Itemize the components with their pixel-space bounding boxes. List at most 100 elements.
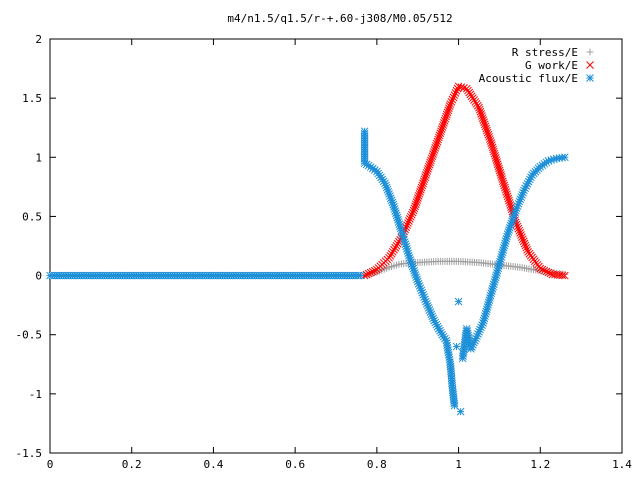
- data-point-fill: [491, 154, 500, 162]
- data-point: [434, 135, 442, 144]
- data-point-fill: [442, 110, 451, 119]
- y-tick-label: -1.5: [16, 447, 43, 460]
- data-point-fill: [416, 185, 425, 194]
- data-point-fill: [440, 116, 449, 125]
- data-point-fill: [483, 128, 492, 137]
- legend-marker: [586, 61, 594, 69]
- series-2: [46, 127, 569, 416]
- data-point: [475, 103, 483, 112]
- data-point-fill: [492, 156, 501, 164]
- data-point-fill: [483, 126, 491, 135]
- data-point-fill: [420, 175, 429, 184]
- data-point-fill: [498, 175, 507, 183]
- data-point-fill: [404, 219, 412, 227]
- data-point-fill: [497, 170, 505, 179]
- data-point-fill: [505, 196, 513, 205]
- data-point-fill: [493, 158, 501, 166]
- data-point-fill: [429, 150, 437, 159]
- data-point-fill: [405, 217, 413, 225]
- data-point-fill: [430, 146, 439, 154]
- data-point-fill: [388, 247, 397, 256]
- data-point-fill: [431, 144, 440, 152]
- x-tick-label: 1.2: [530, 458, 550, 471]
- data-point-fill: [505, 198, 514, 207]
- data-point: [560, 153, 569, 162]
- y-tick-label: 0.5: [22, 210, 42, 223]
- data-point-fill: [423, 167, 432, 175]
- data-point-fill: [494, 162, 503, 171]
- data-point-fill: [522, 243, 531, 252]
- data-point-fill: [426, 158, 435, 167]
- series-layer: [46, 82, 569, 416]
- data-point-fill: [516, 229, 525, 237]
- data-point: [450, 401, 459, 410]
- data-point: [446, 100, 455, 108]
- y-tick-label: 1.5: [22, 92, 42, 105]
- data-point: [356, 271, 365, 280]
- data-point-fill: [520, 239, 529, 248]
- data-point-fill: [439, 121, 448, 129]
- data-point-fill: [501, 185, 510, 194]
- x-tick-label: 0.6: [285, 458, 305, 471]
- data-point-fill: [435, 133, 443, 142]
- data-point-fill: [475, 105, 484, 114]
- data-point-fill: [366, 268, 375, 277]
- y-tick-label: 2: [35, 33, 42, 46]
- data-point-fill: [414, 192, 423, 200]
- data-point-fill: [452, 86, 461, 95]
- legend-label: R stress/E: [512, 46, 578, 59]
- data-point-fill: [501, 183, 509, 192]
- data-point: [454, 297, 463, 306]
- data-point: [560, 271, 569, 280]
- data-point-fill: [410, 204, 419, 213]
- data-point-fill: [419, 177, 428, 186]
- data-point-fill: [428, 152, 437, 161]
- data-point-fill: [503, 190, 511, 199]
- data-point-fill: [497, 173, 506, 181]
- data-point-fill: [489, 147, 498, 156]
- data-point-fill: [493, 160, 502, 169]
- data-point-fill: [503, 192, 512, 201]
- data-point-fill: [485, 135, 494, 143]
- data-point-fill: [518, 233, 526, 241]
- data-point-fill: [445, 102, 454, 110]
- y-tick-label: 1: [35, 151, 42, 164]
- data-point-fill: [417, 183, 426, 192]
- data-point-fill: [540, 266, 549, 275]
- data-point-fill: [411, 200, 420, 209]
- y-tick-label: -0.5: [16, 329, 43, 342]
- data-point-fill: [485, 132, 493, 141]
- chart-title: m4/n1.5/q1.5/r-+.60-j308/M0.05/512: [227, 12, 452, 25]
- data-point: [536, 264, 545, 273]
- data-point-fill: [495, 164, 503, 173]
- data-point-fill: [425, 160, 434, 169]
- data-point-fill: [502, 188, 511, 196]
- data-point-fill: [514, 224, 523, 233]
- data-point: [452, 342, 461, 351]
- x-tick-label: 0.2: [122, 458, 142, 471]
- data-point-fill: [413, 196, 422, 204]
- data-point-fill: [519, 237, 528, 246]
- data-point-fill: [408, 208, 417, 217]
- y-tick-label: -1: [29, 388, 42, 401]
- data-point-fill: [489, 145, 498, 154]
- data-point-fill: [368, 267, 377, 276]
- data-point-fill: [558, 271, 567, 280]
- data-point-fill: [477, 110, 486, 118]
- data-point-fill: [500, 181, 509, 190]
- plot-frame: [49, 38, 623, 454]
- data-point-fill: [412, 198, 421, 207]
- data-point-fill: [406, 212, 415, 221]
- data-point-fill: [447, 97, 456, 106]
- data-point: [454, 82, 463, 91]
- data-point-fill: [438, 123, 447, 131]
- data-point-fill: [544, 268, 553, 277]
- data-point-fill: [443, 108, 452, 117]
- data-point: [422, 171, 430, 179]
- data-point-fill: [479, 116, 488, 124]
- data-point-fill: [457, 83, 466, 91]
- data-point-fill: [435, 131, 444, 140]
- data-point-fill: [484, 130, 493, 139]
- data-point-fill: [546, 269, 555, 278]
